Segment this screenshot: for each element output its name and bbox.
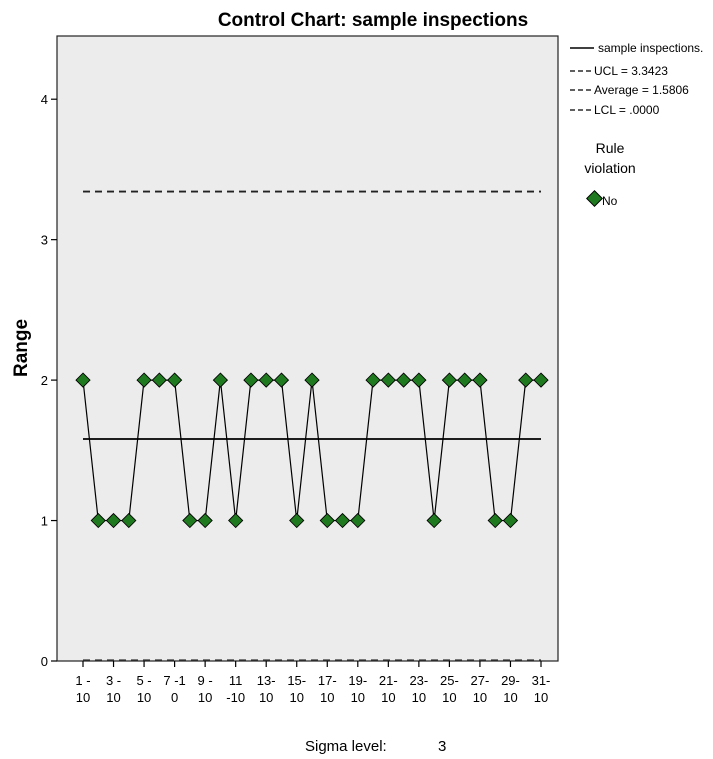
data-point <box>136 372 152 388</box>
x-tick-label-line1: 1 - <box>75 673 90 688</box>
x-tick-label-line2: 10 <box>534 690 548 705</box>
legend-rule-header-line1: Rule <box>596 140 625 156</box>
x-tick-label-line1: 9 - <box>198 673 213 688</box>
x-tick-label-line1: 21- <box>379 673 398 688</box>
data-point <box>457 372 473 388</box>
x-tick-label-line1: 25- <box>440 673 459 688</box>
data-point <box>304 372 320 388</box>
data-point <box>121 512 137 529</box>
data-point <box>289 512 305 529</box>
data-point <box>273 372 290 388</box>
x-tick-label-line1: 13- <box>257 673 276 688</box>
data-point <box>380 372 396 388</box>
legend-rule-header-line2: violation <box>584 160 635 176</box>
data-point <box>105 512 122 529</box>
data-point <box>182 512 198 529</box>
x-tick-label-line2: 10 <box>351 690 365 705</box>
legend-label-ucl: UCL = 3.3423 <box>594 64 668 78</box>
legend-label-lcl: LCL = .0000 <box>594 103 660 117</box>
x-tick-label-line2: 10 <box>137 690 151 705</box>
x-axis: 1 - 10 3 - 10 5 - 10 7 -1 0 9 - 10 11 -10 13- 10 15- 10… <box>75 661 550 705</box>
data-point <box>197 512 213 529</box>
x-tick-label-line2: 0 <box>171 690 178 705</box>
x-tick-label-line1: 17- <box>318 673 337 688</box>
data-point <box>243 372 259 388</box>
data-point <box>441 372 458 388</box>
x-tick-label-line2: 10 <box>289 690 303 705</box>
data-point <box>166 372 183 388</box>
x-tick-label-line1: 23- <box>409 673 428 688</box>
y-tick-label: 1 <box>41 514 48 529</box>
control-limit-lines <box>83 190 541 661</box>
x-tick-label-line1: 15- <box>287 673 306 688</box>
x-tick-label-line2: 10 <box>76 690 90 705</box>
y-axis-title: Range <box>11 319 32 377</box>
data-point <box>533 372 549 388</box>
data-point <box>258 372 274 388</box>
series-sample-inspections <box>75 372 549 529</box>
x-tick-label-line2: 10 <box>106 690 120 705</box>
x-tick-label-line1: 31- <box>532 673 551 688</box>
data-point <box>334 512 351 529</box>
x-tick-label-line2: 10 <box>473 690 487 705</box>
x-tick-label-line2: 10 <box>259 690 273 705</box>
x-tick-label-line2: 10 <box>320 690 334 705</box>
legend-marker-no <box>586 190 603 207</box>
x-tick-label-line1: 5 - <box>136 673 151 688</box>
data-point <box>90 512 106 529</box>
sigma-level-label: Sigma level: <box>305 738 387 755</box>
x-tick-label-line2: 10 <box>381 690 395 705</box>
legend-label-series: sample inspections. <box>598 41 703 55</box>
legend-label-no: No <box>602 194 618 208</box>
data-point <box>75 372 91 388</box>
data-point <box>518 372 534 388</box>
y-tick-label: 0 <box>41 654 48 669</box>
data-point <box>319 512 335 529</box>
legend: sample inspections. UCL = 3.3423 Average… <box>570 41 703 208</box>
data-point <box>395 372 412 388</box>
data-point <box>502 512 519 529</box>
data-point <box>228 512 244 529</box>
chart-title: Control Chart: sample inspections <box>218 10 528 31</box>
y-tick-label: 2 <box>41 373 48 388</box>
data-point <box>151 372 167 388</box>
x-tick-label-line1: 27- <box>471 673 490 688</box>
x-tick-label-line1: 29- <box>501 673 520 688</box>
y-axis: 0 1 2 3 4 <box>41 92 57 669</box>
data-point <box>365 372 381 388</box>
x-tick-label-line2: 10 <box>198 690 212 705</box>
sigma-level-value: 3 <box>438 738 446 755</box>
x-tick-label-line2: 10 <box>503 690 517 705</box>
data-point <box>487 512 503 529</box>
y-tick-label: 4 <box>41 92 48 107</box>
plot-area <box>56 35 559 662</box>
x-tick-label-line2: -10 <box>226 690 245 705</box>
data-point <box>212 372 229 388</box>
x-tick-label-line2: 10 <box>412 690 426 705</box>
x-tick-label-line1: 11 <box>229 673 243 688</box>
x-tick-label-line1: 3 - <box>106 673 121 688</box>
legend-label-average: Average = 1.5806 <box>594 83 689 97</box>
data-point <box>411 372 427 388</box>
y-tick-label: 3 <box>41 233 48 248</box>
x-tick-label-line1: 19- <box>348 673 367 688</box>
data-point <box>472 372 488 388</box>
x-tick-label-line1: 7 -1 <box>163 673 185 688</box>
x-tick-label-line2: 10 <box>442 690 456 705</box>
data-point <box>350 512 366 529</box>
data-point <box>426 512 442 529</box>
